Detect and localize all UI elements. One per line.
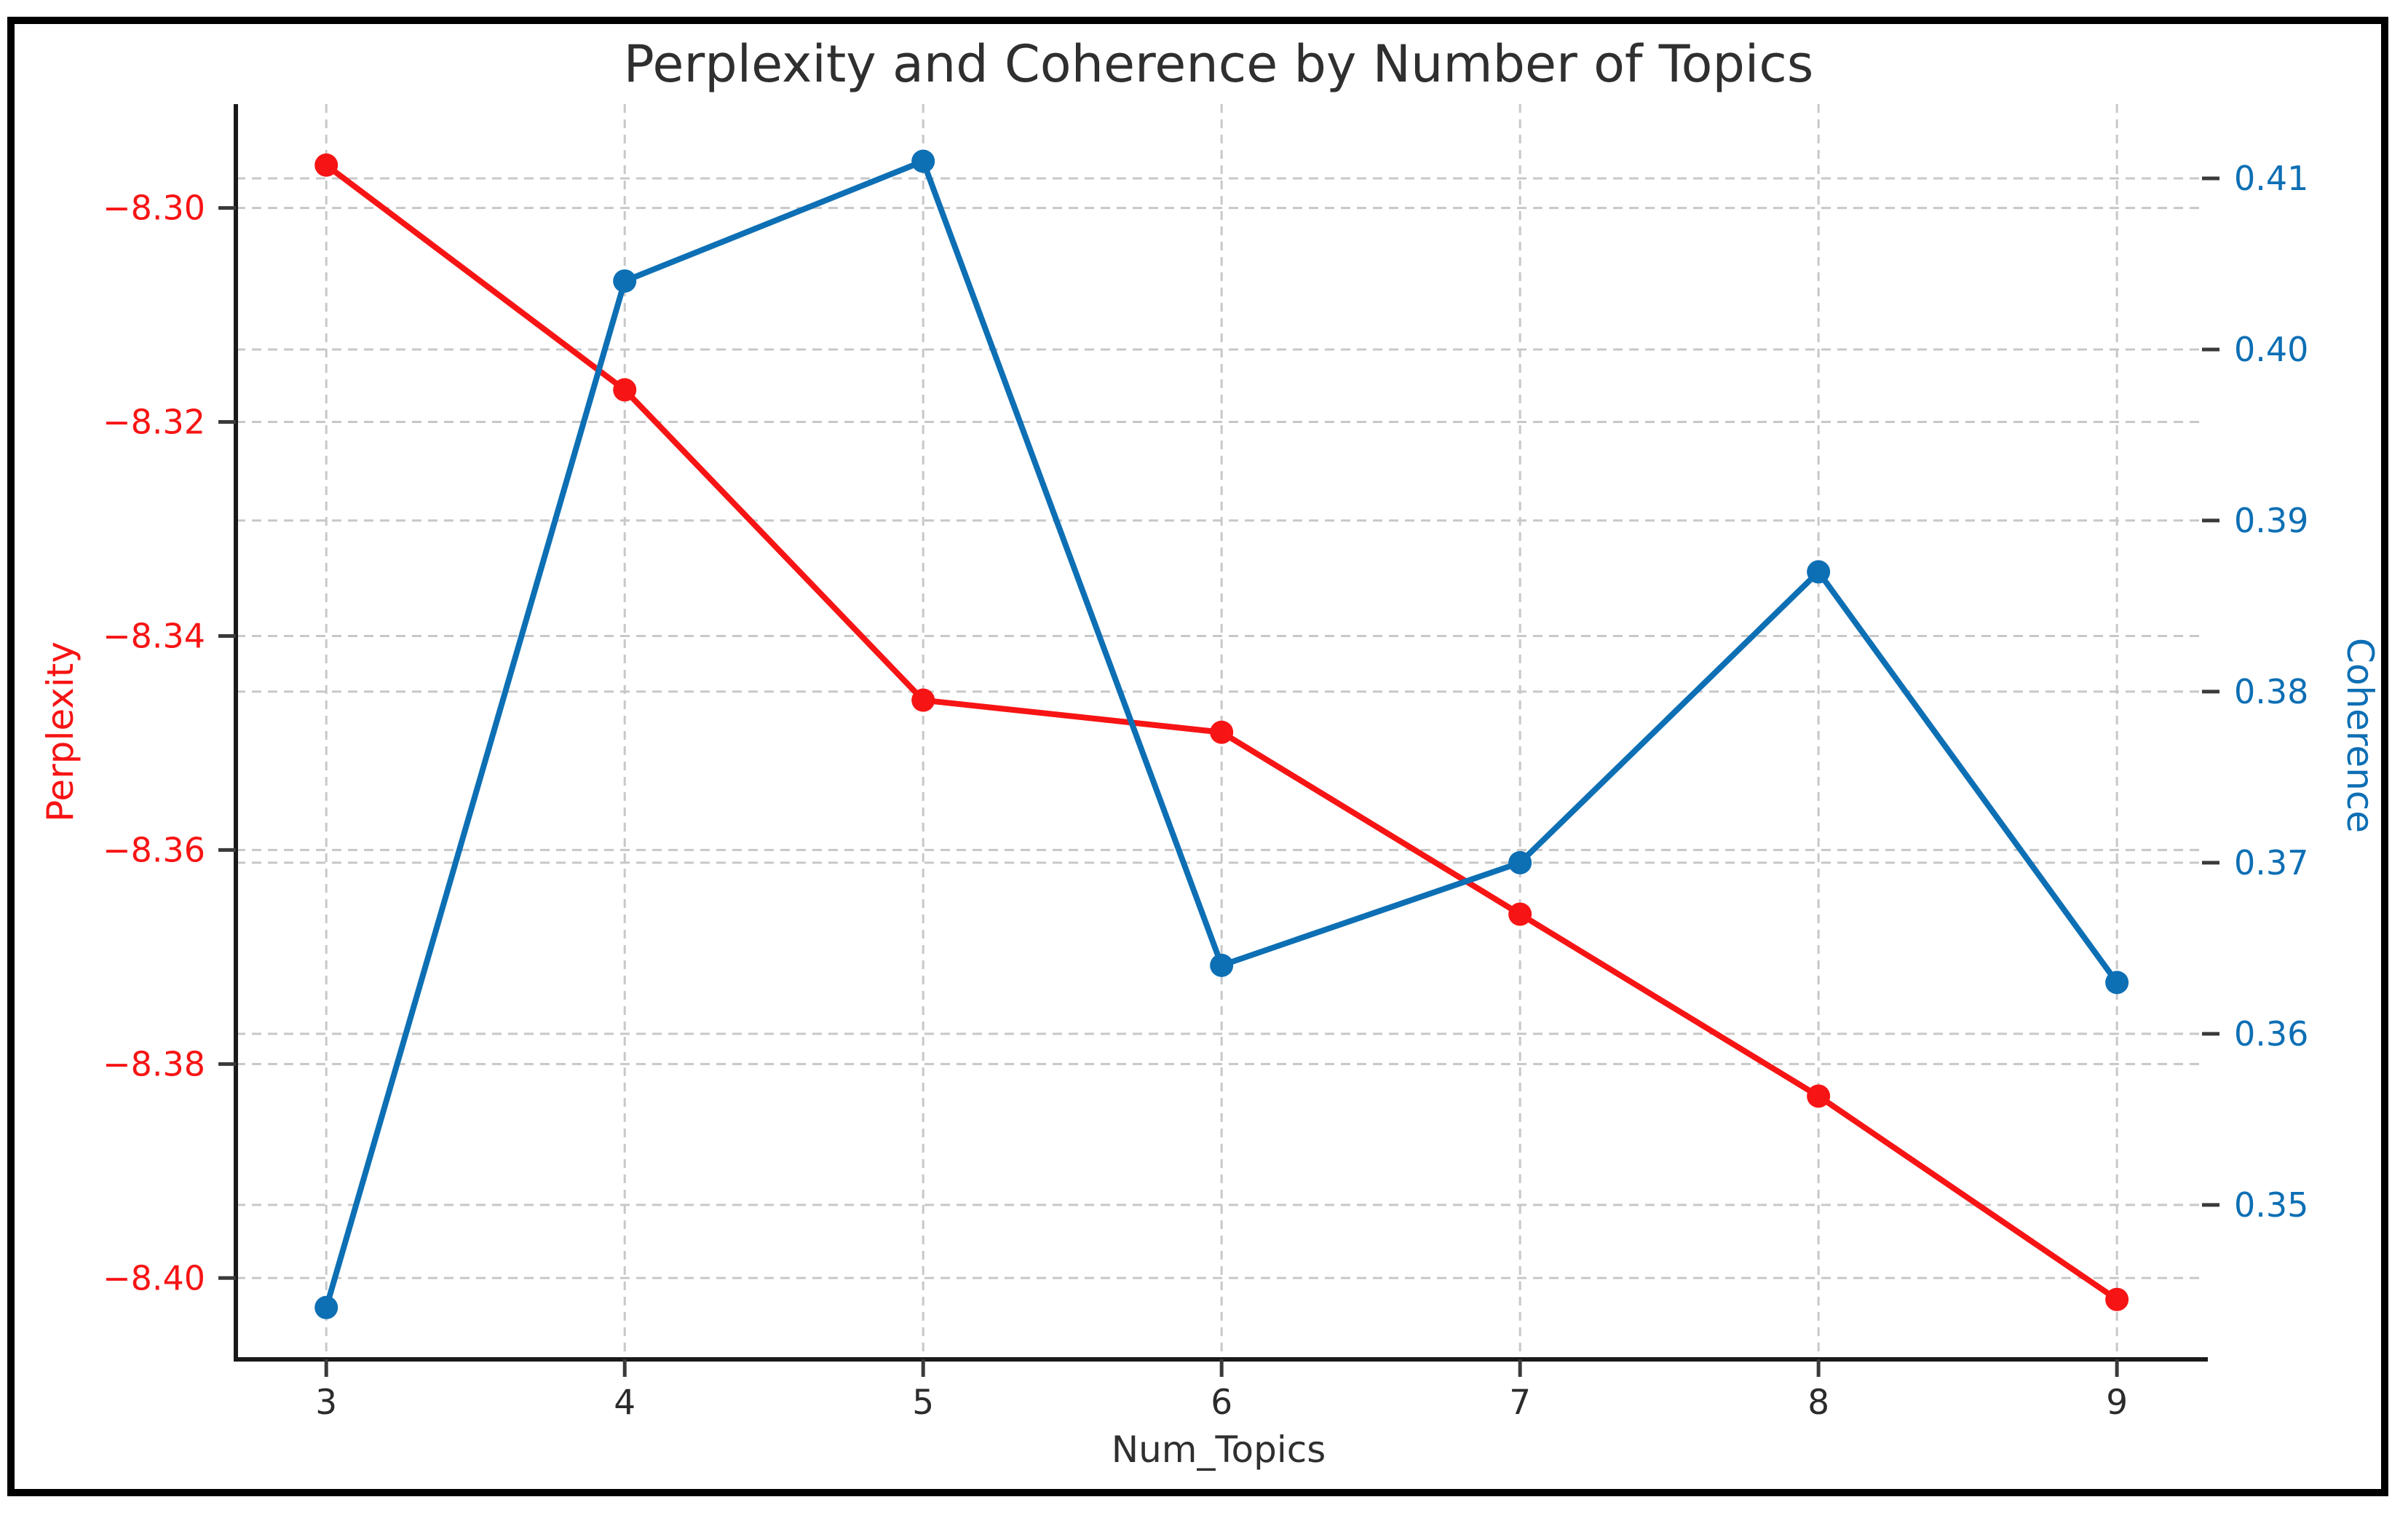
coherence-data-point	[613, 269, 637, 293]
x-tick-label: 9	[2106, 1383, 2128, 1423]
tick-labels: −8.30 −8.32 −8.34 −8.36 −8.38 −8.40 0.41 0.40 0.…	[103, 159, 2308, 1423]
perplexity-data-point	[613, 378, 637, 402]
gridlines	[236, 104, 2202, 1359]
coherence-data-point	[2105, 971, 2129, 995]
coherence-data-point	[1210, 953, 1234, 977]
data-series	[314, 149, 2129, 1319]
coherence-data-point	[911, 149, 935, 173]
coherence-data-point	[314, 1295, 338, 1319]
image-border-frame	[7, 17, 2388, 1496]
left-tick-label: −8.36	[103, 830, 205, 869]
right-y-axis-label: Coherence	[2339, 638, 2381, 833]
left-y-axis-label: Perplexity	[39, 641, 82, 822]
x-tick-label: 3	[315, 1383, 337, 1423]
coherence-data-point	[1508, 850, 1532, 874]
x-tick-label: 4	[614, 1383, 635, 1423]
left-tick-label: −8.38	[103, 1044, 205, 1083]
left-tick-label: −8.32	[103, 403, 205, 442]
perplexity-data-point	[314, 153, 338, 177]
tick-marks	[218, 176, 2219, 1377]
x-tick-label: 8	[1807, 1383, 1829, 1423]
perplexity-data-point	[911, 688, 935, 712]
x-axis-label: Num_Topics	[1112, 1429, 1326, 1471]
x-tick-label: 7	[1509, 1383, 1531, 1423]
perplexity-data-point	[1210, 720, 1234, 744]
x-tick-label: 6	[1211, 1383, 1232, 1423]
right-tick-label: 0.39	[2234, 501, 2308, 540]
right-tick-label: 0.36	[2234, 1014, 2308, 1054]
coherence-data-point	[1807, 560, 1831, 584]
left-tick-label: −8.34	[103, 616, 205, 655]
chart-title: Perplexity and Coherence by Number of To…	[624, 34, 1814, 94]
right-tick-label: 0.38	[2234, 672, 2308, 711]
right-tick-label: 0.35	[2234, 1185, 2308, 1225]
perplexity-data-point	[2105, 1287, 2129, 1311]
left-tick-label: −8.30	[103, 189, 205, 228]
perplexity-data-point	[1807, 1084, 1831, 1108]
right-tick-label: 0.41	[2234, 159, 2308, 198]
left-tick-label: −8.40	[103, 1258, 205, 1297]
coherence-series	[314, 149, 2129, 1319]
right-tick-label: 0.37	[2234, 843, 2308, 882]
x-tick-label: 5	[912, 1383, 934, 1423]
perplexity-series	[314, 153, 2129, 1311]
perplexity-data-point	[1508, 902, 1532, 926]
right-tick-label: 0.40	[2234, 330, 2308, 369]
